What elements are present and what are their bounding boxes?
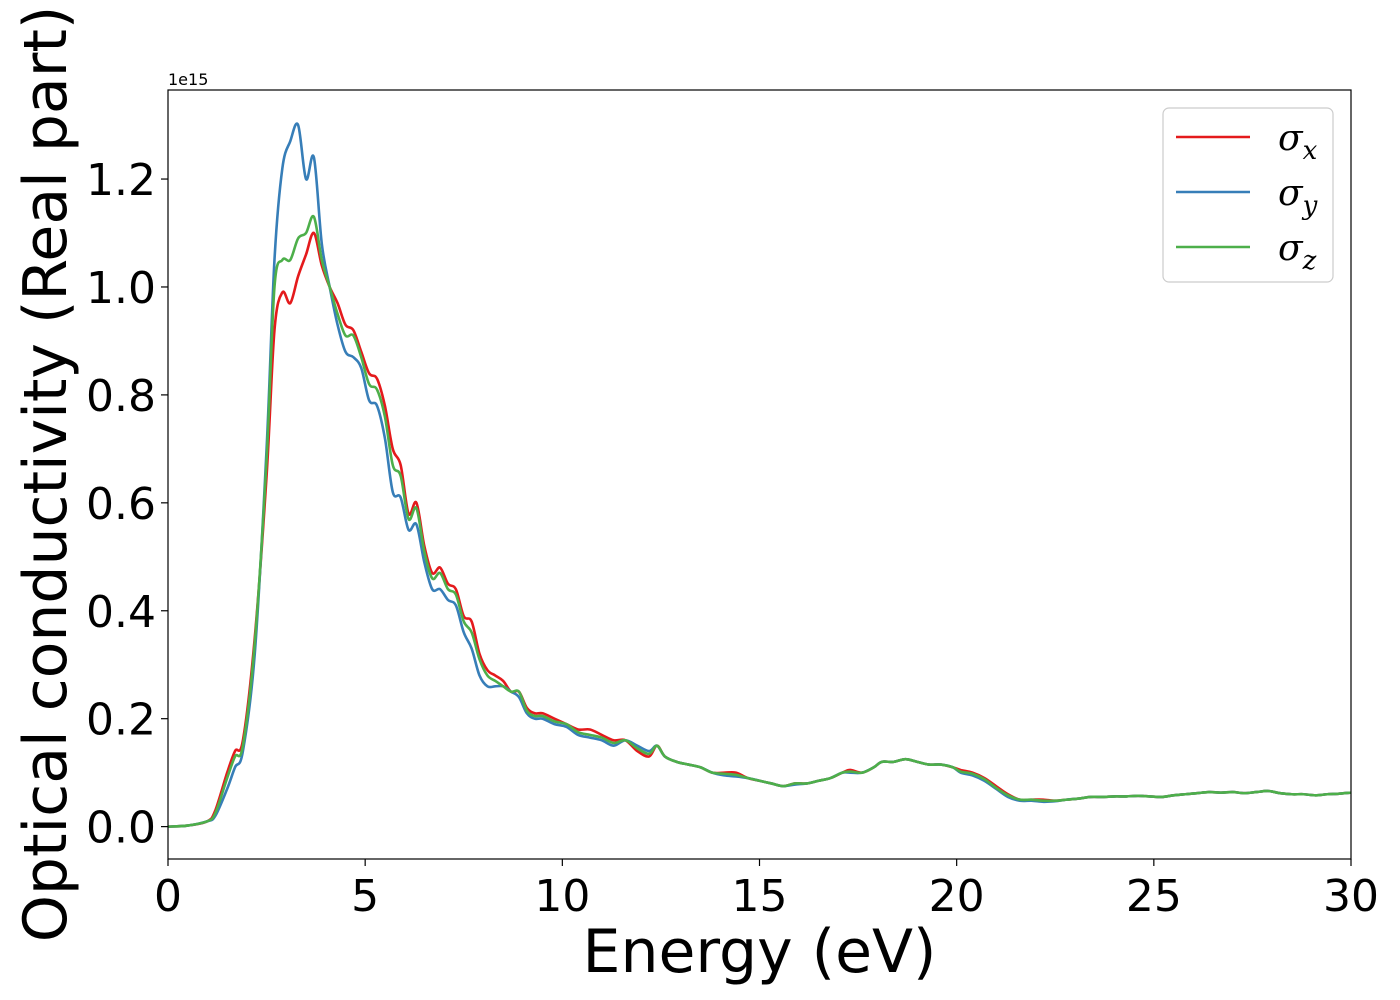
series-line-x <box>167 231 1352 828</box>
x-tick-label: 10 <box>534 871 590 922</box>
y-tick-label: 1.2 <box>86 155 156 206</box>
y-tick-label: 0.6 <box>86 479 156 530</box>
x-tick-label: 30 <box>1323 871 1379 922</box>
series-line-z <box>167 214 1352 828</box>
y-tick-label: 0.8 <box>86 371 156 422</box>
legend-box <box>1162 107 1334 283</box>
x-tick-label: 25 <box>1126 871 1182 922</box>
y-tick-label: 0.2 <box>86 695 156 746</box>
y-tick-label: 1.0 <box>86 263 156 314</box>
legend-label-y: σy <box>1278 173 1318 221</box>
y-tick-label: 0.4 <box>86 587 156 638</box>
y-offset-label: 1e15 <box>168 70 208 89</box>
legend-label-z: σz <box>1278 228 1317 276</box>
legend-label-x: σx <box>1278 118 1318 166</box>
x-tick-label: 20 <box>929 871 985 922</box>
x-tick-label: 5 <box>351 871 379 922</box>
series-layer <box>167 122 1352 828</box>
x-tick-label: 15 <box>732 871 788 922</box>
x-tick-label: 0 <box>154 871 182 922</box>
legend: σx σy σz <box>1162 107 1334 283</box>
x-axis: 0 5 10 15 20 25 30 <box>154 859 1379 922</box>
x-axis-title: Energy (eV) <box>583 917 937 987</box>
y-tick-label: 0.0 <box>86 803 156 854</box>
y-axis-title: Optical conductivity (Real part) <box>11 6 81 943</box>
y-axis: 0.0 0.2 0.4 0.6 0.8 1.0 1.2 <box>86 155 168 854</box>
